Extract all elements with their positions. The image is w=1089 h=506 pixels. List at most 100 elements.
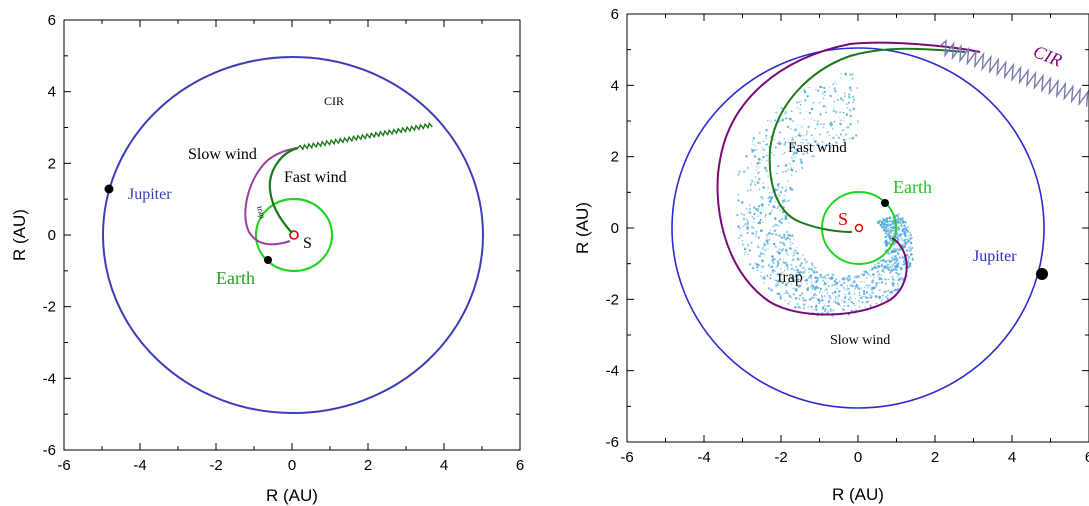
trap-dot	[787, 302, 790, 305]
trap-dot	[772, 262, 775, 264]
trap-dot	[751, 150, 755, 153]
trap-dot	[885, 244, 888, 248]
trap-dot	[892, 243, 896, 246]
trap-dot	[748, 207, 751, 211]
trap-dot	[804, 299, 806, 302]
trap-dot	[783, 194, 786, 197]
trap-dot	[834, 283, 837, 286]
trap-dot	[757, 167, 760, 169]
trap-dot	[822, 307, 825, 310]
trap-dot	[867, 292, 869, 294]
trap-dot	[760, 252, 763, 255]
trap-dot	[803, 118, 805, 120]
trap-dot	[771, 151, 773, 154]
trap-dot	[886, 241, 890, 245]
trap-dot	[839, 280, 841, 283]
trap-dot	[825, 143, 829, 147]
trap-dot	[870, 288, 874, 291]
right-fast-wind-curve	[768, 47, 966, 233]
trap-dot	[897, 257, 900, 260]
right-slow-wind-curve	[716, 41, 981, 316]
trap-dot	[742, 217, 746, 221]
trap-dot	[790, 273, 792, 276]
trap-dot	[808, 268, 810, 270]
trap-dot	[776, 272, 779, 276]
left-x-tick-label: -4	[133, 457, 146, 474]
trap-dot	[765, 137, 767, 140]
trap-dot	[850, 89, 853, 92]
trap-dot	[816, 276, 820, 280]
trap-dot	[792, 258, 795, 261]
trap-dot	[833, 89, 837, 93]
right-y-tick-label: 2	[611, 149, 619, 166]
trap-dot	[737, 174, 740, 176]
trap-dot	[785, 238, 788, 241]
trap-dot	[776, 264, 779, 268]
trap-dot	[810, 281, 813, 284]
trap-dot	[889, 238, 891, 241]
trap-dot	[828, 123, 831, 125]
trap-dot	[761, 148, 763, 151]
trap-dot	[880, 300, 883, 302]
trap-dot	[883, 271, 886, 273]
trap-dot	[796, 106, 798, 109]
trap-dot	[814, 308, 818, 312]
trap-dot	[747, 221, 750, 224]
trap-dot	[795, 266, 798, 269]
trap-dot	[810, 107, 814, 111]
trap-dot	[865, 291, 868, 294]
trap-dot	[779, 241, 782, 244]
trap-dot	[755, 166, 757, 168]
trap-dot	[754, 235, 757, 238]
trap-dot	[797, 271, 800, 274]
trap-dot	[780, 249, 784, 252]
trap-dot	[842, 99, 845, 102]
trap-dot	[823, 90, 826, 94]
trap-dot	[769, 266, 772, 268]
trap-dot	[903, 263, 906, 266]
right-y-tick-label: 4	[611, 77, 619, 94]
trap-dot	[825, 288, 827, 290]
trap-dot	[843, 304, 846, 307]
trap-dot	[890, 232, 892, 234]
trap-dot	[844, 95, 846, 98]
trap-dot	[897, 279, 900, 282]
trap-dot	[822, 86, 826, 90]
trap-dot	[741, 243, 745, 247]
trap-dot	[895, 214, 898, 217]
trap-dot	[906, 229, 909, 231]
trap-dot	[784, 190, 787, 193]
trap-dot	[737, 193, 739, 196]
trap-dot	[824, 308, 827, 311]
trap-dot	[897, 248, 900, 251]
trap-dot	[885, 278, 888, 281]
trap-dot	[901, 239, 904, 242]
trap-dot	[779, 191, 783, 194]
trap-dot	[822, 97, 825, 100]
trap-dot	[792, 293, 796, 296]
trap-dot	[835, 83, 838, 85]
trap-dot	[748, 263, 752, 266]
trap-dot	[758, 132, 761, 134]
trap-dot	[854, 285, 858, 288]
trap-dot	[906, 260, 910, 263]
trap-dot	[819, 86, 821, 88]
trap-dot	[753, 206, 756, 209]
right-y-tick-label: -4	[606, 363, 619, 380]
trap-dot	[784, 113, 786, 115]
trap-dot	[895, 258, 898, 261]
trap-dot	[831, 276, 834, 279]
trap-dot	[889, 266, 892, 269]
trap-dot	[848, 288, 850, 290]
trap-dot	[864, 306, 867, 308]
trap-dot	[860, 280, 863, 283]
trap-dot	[887, 259, 889, 262]
trap-dot	[766, 233, 769, 236]
trap-dot	[810, 268, 812, 271]
trap-dot	[907, 265, 910, 268]
trap-dot	[758, 188, 761, 191]
trap-dot	[798, 273, 801, 276]
trap-dot	[908, 250, 911, 253]
trap-dot	[789, 244, 792, 246]
trap-dot	[825, 275, 828, 278]
